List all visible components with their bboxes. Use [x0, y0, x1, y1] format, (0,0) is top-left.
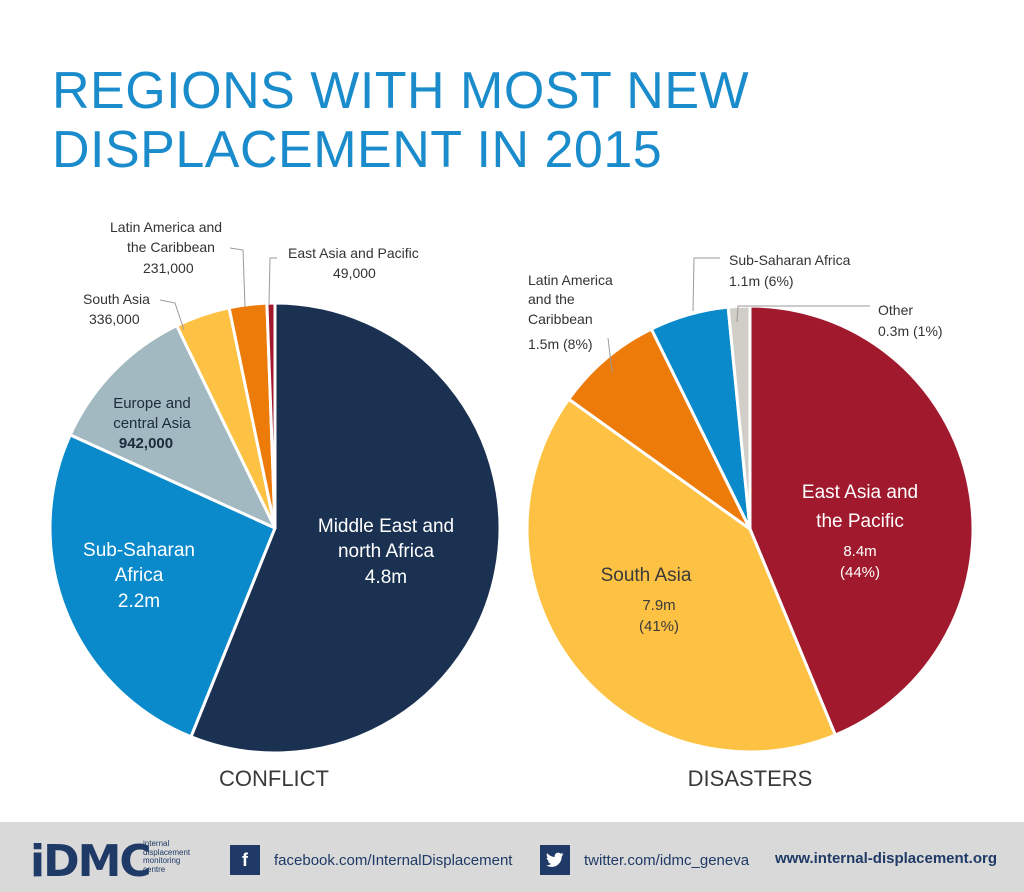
disasters-slice-south-asia	[525, 397, 837, 754]
label-conflict-eap-value: 49,000	[333, 265, 376, 281]
title-line-1: REGIONS WITH MOST NEW	[52, 62, 750, 120]
label-conflict-mena-value: 4.8m	[365, 567, 407, 588]
label-disaster-lac-line3: Caribbean	[528, 311, 593, 327]
leader-line-conflict-lac	[229, 247, 246, 308]
label-disaster-lac-line1: Latin America	[528, 272, 613, 288]
label-disaster-eap-percent: (44%)	[840, 564, 880, 581]
page-title: REGIONS WITH MOST NEW DISPLACEMENT IN 20…	[52, 62, 992, 180]
title-line-2: DISPLACEMENT IN 2015	[52, 121, 663, 179]
facebook-label: facebook.com/InternalDisplacement	[274, 851, 513, 869]
conflict-slice-europe-and-central-asia	[68, 324, 277, 530]
label-conflict-eca-value: 942,000	[119, 435, 173, 452]
disasters-slice-latin-america-and-the-caribbean	[567, 327, 752, 531]
disasters-pie	[525, 304, 975, 754]
leader-line-disaster-ssa	[692, 257, 720, 312]
label-conflict-lac-value: 231,000	[143, 260, 194, 276]
label-conflict-eca-line2: central Asia	[113, 415, 191, 432]
conflict-slice-middle-east-and-north-africa	[189, 301, 502, 755]
label-conflict-ssa-line1: Sub-Saharan	[83, 540, 195, 561]
website-link[interactable]: www.internal-displacement.org	[775, 850, 997, 867]
label-disaster-lac-value: 1.5m (8%)	[528, 336, 593, 352]
label-disaster-sa-value: 7.9m	[642, 597, 675, 614]
label-conflict-lac-line2: the Caribbean	[127, 239, 215, 255]
label-disaster-sa-line1: South Asia	[601, 565, 692, 586]
label-conflict-eap-line1: East Asia and Pacific	[288, 245, 419, 261]
label-conflict-ssa-line2: Africa	[115, 565, 164, 586]
twitter-icon	[540, 845, 570, 875]
label-conflict-eca-line1: Europe and	[113, 395, 191, 412]
idmc-logo[interactable]: iDMC	[30, 836, 152, 887]
facebook-link[interactable]: f facebook.com/InternalDisplacement	[230, 845, 512, 875]
label-conflict-sa-value: 336,000	[89, 311, 140, 327]
label-disaster-sa-percent: (41%)	[639, 618, 679, 635]
leader-line-conflict-eap	[268, 257, 277, 306]
footer: iDMC internal displacement monitoring ce…	[0, 822, 1024, 892]
label-disaster-eap-line2: the Pacific	[816, 511, 904, 532]
label-disaster-ssa-line1: Sub-Saharan Africa	[729, 252, 851, 268]
disasters-slice-east-asia-and-the-pacific	[748, 304, 975, 737]
label-disaster-eap-value: 8.4m	[843, 543, 876, 560]
label-conflict-mena-line2: north Africa	[338, 541, 435, 562]
label-conflict-sa-line1: South Asia	[83, 291, 150, 307]
conflict-slice-east-asia-and-pacific	[265, 301, 277, 530]
label-conflict-mena-line1: Middle East and	[318, 516, 454, 537]
idmc-logo-text: internal displacement monitoring centre	[143, 839, 191, 874]
leader-line-conflict-sa	[159, 299, 185, 331]
facebook-icon: f	[230, 845, 260, 875]
conflict-chart-title: CONFLICT	[219, 766, 329, 791]
twitter-label: twitter.com/idmc_geneva	[584, 851, 750, 869]
twitter-link[interactable]: twitter.com/idmc_geneva	[540, 845, 749, 875]
charts-canvas: Middle East and north Africa 4.8m Sub-Sa…	[48, 219, 975, 791]
label-disaster-ssa-value: 1.1m (6%)	[729, 273, 794, 289]
conflict-pie	[48, 301, 502, 755]
leader-line-disaster-lac	[607, 337, 613, 373]
label-conflict-ssa-value: 2.2m	[118, 591, 160, 612]
label-conflict-lac-line1: Latin America and	[110, 219, 222, 235]
label-disaster-other-value: 0.3m (1%)	[878, 323, 943, 339]
disasters-chart-title: DISASTERS	[688, 766, 813, 791]
leader-lines	[159, 247, 870, 373]
leader-line-disaster-oth	[736, 305, 870, 323]
label-disaster-eap-line1: East Asia and	[802, 482, 918, 503]
label-disaster-other-line1: Other	[878, 302, 913, 318]
conflict-slice-sub-saharan-africa	[48, 433, 277, 739]
label-disaster-lac-line2: and the	[528, 291, 575, 307]
